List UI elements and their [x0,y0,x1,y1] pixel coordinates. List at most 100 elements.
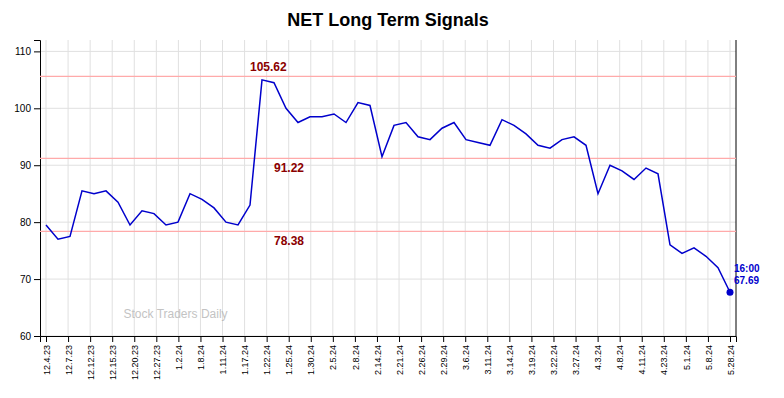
x-tick: 12.7.23 [64,336,74,375]
x-tick-mark [377,336,378,342]
x-tick: 1.30.24 [306,336,316,375]
grid-line-x [156,40,157,336]
x-tick-mark [68,336,69,342]
x-tick: 1.17.24 [240,336,250,375]
x-axis: 12.4.2312.7.2312.12.2312.15.2312.20.2312… [41,336,737,380]
x-tick-label: 3.11.24 [483,345,493,374]
x-tick-label: 1.8.24 [196,345,206,370]
x-tick-mark [642,336,643,342]
grid-line-x [685,40,686,336]
frame-right [736,40,737,336]
x-tick-label: 2.8.24 [351,345,361,370]
grid-line-x [332,40,333,336]
y-tick: 80 [20,217,40,228]
x-tick-label: 3.22.24 [549,345,559,375]
x-tick-label: 5.28.24 [726,345,736,375]
x-tick-mark [465,336,466,342]
x-tick-label: 12.4.23 [42,345,52,375]
y-axis-line [34,41,41,337]
x-tick-mark [46,336,47,342]
y-axis: 60 70 80 90 100 110 [14,41,40,342]
x-tick: 4.11.24 [637,336,647,374]
x-tick: 1.25.24 [284,336,294,375]
x-tick-mark [355,336,356,342]
x-tick-label: 1.22.24 [262,345,272,375]
title: NET Long Term Signals [287,10,489,30]
x-tick: 2.29.24 [439,336,449,375]
x-tick-mark [223,336,224,342]
y-tick-label: 110 [15,46,31,57]
y-tick: 70 [20,274,40,285]
x-tick: 2.21.24 [395,336,405,375]
x-tick: 3.11.24 [483,336,493,374]
x-tick: 12.15.23 [108,336,118,380]
x-tick-mark [134,336,135,342]
reference-label: 78.38 [274,234,304,248]
x-tick-mark [178,336,179,342]
x-tick-label: 5.8.24 [704,345,714,370]
x-tick-mark [487,336,488,342]
x-tick-label: 12.12.23 [86,345,96,380]
y-tick-label: 60 [20,331,32,342]
x-tick: 2.14.24 [373,336,383,375]
grid-line-x [178,40,179,336]
x-tick-label: 1.30.24 [306,345,316,375]
grid-line-x [619,40,620,336]
x-tick-mark [311,336,312,342]
x-tick-label: 4.8.24 [615,345,625,370]
y-tick: 60 [20,331,40,342]
x-tick: 3.27.24 [571,336,581,375]
y-tick-mark [34,165,40,166]
grid-line-x [399,40,400,336]
y-tick: 100 [14,103,40,114]
marks [40,76,736,295]
x-tick-label: 3.14.24 [505,345,515,375]
x-tick-label: 2.14.24 [373,345,383,375]
x-tick-mark [399,336,400,342]
x-tick: 4.23.24 [659,336,669,375]
x-tick-label: 4.11.24 [637,345,647,374]
x-tick-label: 12.27.23 [152,345,162,380]
grid-line-x [90,40,91,336]
x-tick-label: 4.3.24 [593,345,603,370]
y-tick: 90 [20,160,40,171]
x-tick: 1.11.24 [218,336,228,374]
x-tick-mark [664,336,665,342]
x-tick-mark [708,336,709,342]
x-tick: 5.8.24 [704,336,714,370]
grid-line-y [40,222,736,223]
x-tick-label: 3.6.24 [461,345,471,370]
grid-line-x [553,40,554,336]
y-tick-label: 80 [20,217,32,228]
x-tick-label: 2.5.24 [328,345,338,370]
x-tick: 2.26.24 [417,336,427,375]
x-tick: 4.3.24 [593,336,603,370]
last-point [727,289,734,296]
x-tick-mark [598,336,599,342]
grid-line-x [222,40,223,336]
x-tick: 12.27.23 [152,336,162,380]
x-tick-label: 2.21.24 [395,345,405,375]
x-tick: 1.22.24 [262,336,272,375]
reference-line [40,76,736,77]
x-tick-mark [553,336,554,342]
grid-line-x [288,40,289,336]
x-tick: 5.28.24 [726,336,736,375]
x-tick-mark [443,336,444,342]
grid-line-x [376,40,377,336]
y-tick-label: 90 [20,160,32,171]
watermark: Stock Traders Daily [124,307,228,321]
x-tick-label: 3.27.24 [571,345,581,375]
x-tick-mark [620,336,621,342]
x-tick: 2.8.24 [351,336,361,370]
grid-line-y [40,279,736,280]
annotations: 105.6291.2278.3816:0067.69Stock Traders … [124,60,760,321]
grid-line-x [112,40,113,336]
grid [40,40,736,336]
x-tick-mark [200,336,201,342]
x-tick-mark [267,336,268,342]
x-tick-mark [289,336,290,342]
x-tick-label: 4.23.24 [659,345,669,375]
grid-line-x [641,40,642,336]
grid-line-x [68,40,69,336]
